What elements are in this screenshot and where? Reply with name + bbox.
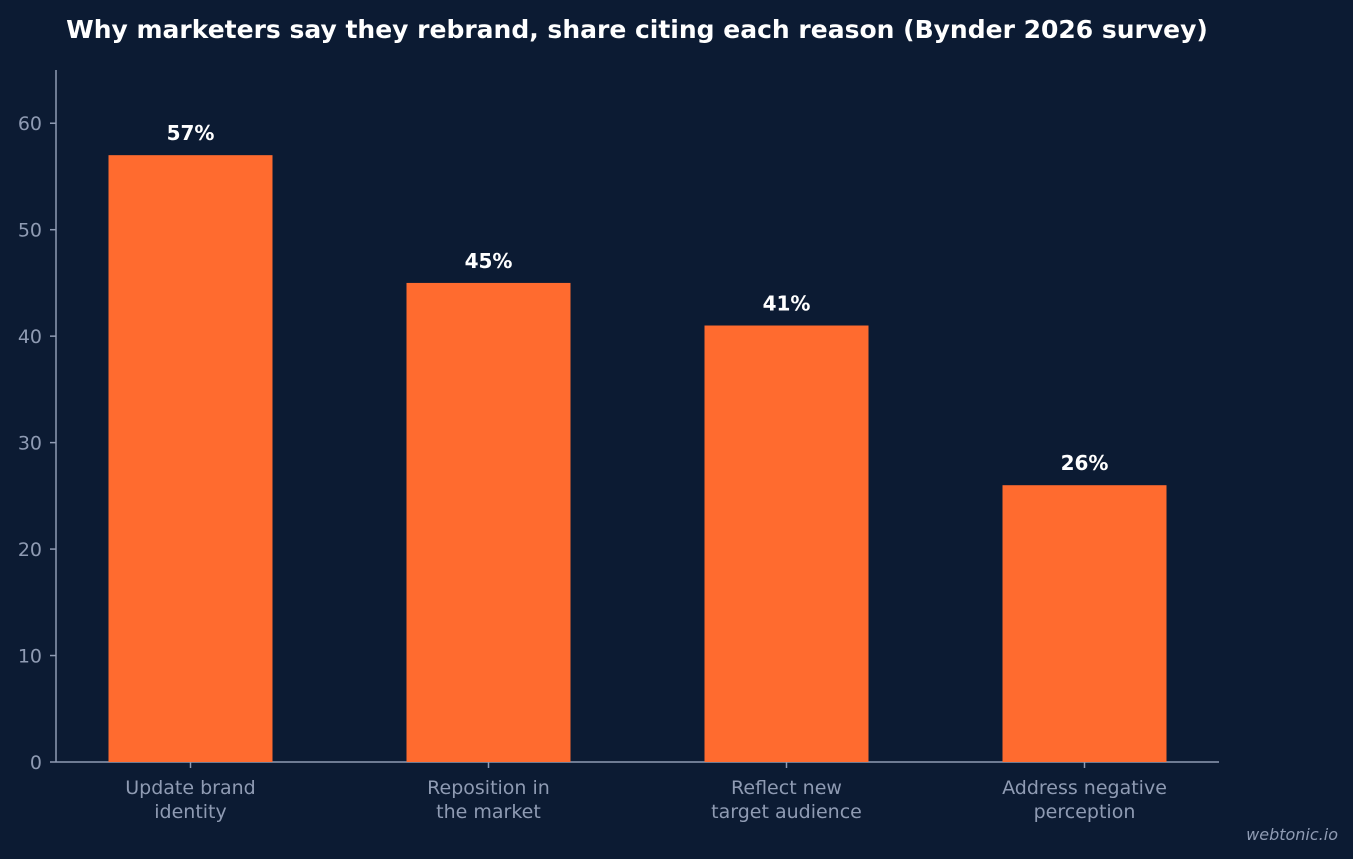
x-axis: [56, 761, 1219, 768]
bars: [108, 155, 1167, 762]
y-tick-label-60: 60: [18, 113, 42, 135]
category-label-2-line-1: target audience: [711, 801, 862, 823]
y-tick-label-0: 0: [30, 752, 42, 774]
chart-title: Why marketers say they rebrand, share ci…: [66, 15, 1208, 44]
data-label-0: 57%: [167, 121, 215, 145]
y-tick-label-10: 10: [18, 646, 42, 668]
bar-1: [406, 282, 571, 762]
y-tick-label-20: 20: [18, 539, 42, 561]
data-labels: 57% 45% 41% 26%: [167, 121, 1109, 475]
bar-0: [108, 155, 273, 762]
watermark: webtonic.io: [1246, 825, 1338, 844]
data-label-3: 26%: [1061, 451, 1109, 475]
category-label-1-line-1: the market: [436, 801, 541, 823]
category-label-3-line-0: Address negative: [1002, 777, 1167, 799]
y-tick-label-50: 50: [18, 220, 42, 242]
data-label-1: 45%: [465, 249, 513, 273]
category-label-0-line-0: Update brand: [125, 777, 255, 799]
y-axis: 0 10 20 30 40 50 60: [18, 70, 57, 774]
y-tick-label-40: 40: [18, 326, 42, 348]
bar-2: [704, 325, 869, 762]
category-label-1-line-0: Reposition in: [427, 777, 550, 799]
category-label-3-line-1: perception: [1034, 801, 1136, 823]
category-label-2-line-0: Reflect new: [731, 777, 842, 799]
y-tick-label-30: 30: [18, 433, 42, 455]
data-label-2: 41%: [763, 292, 811, 316]
bar-3: [1002, 485, 1167, 762]
category-label-0-line-1: identity: [154, 801, 227, 823]
